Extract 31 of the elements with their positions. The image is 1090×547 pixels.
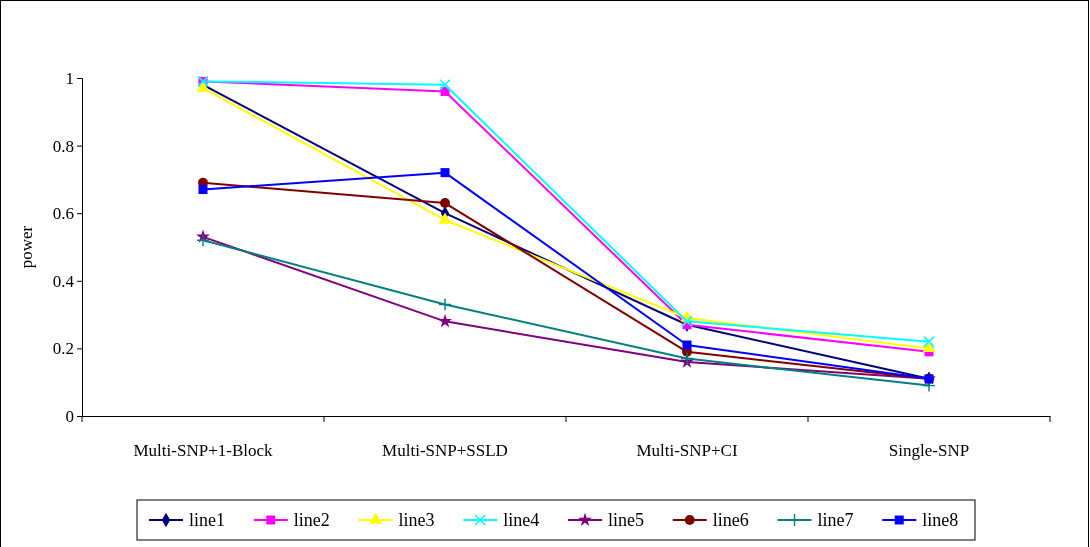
x-tick-label: Multi-SNP+SSLD [382, 441, 508, 461]
y-axis-title: power [17, 225, 36, 269]
point [922, 341, 936, 353]
y-tick-label: 1 [65, 68, 74, 88]
point [439, 78, 451, 91]
legend-label: line5 [608, 510, 644, 530]
x-tick-label: Single-SNP [888, 441, 970, 461]
x-tick-label: Multi-SNP+CI [636, 441, 738, 461]
x-tick-label: Multi-SNP+1-Block [133, 441, 273, 461]
legend-label: line4 [503, 510, 540, 530]
point [440, 168, 450, 178]
point [438, 314, 452, 328]
point [440, 198, 450, 209]
y-tick-label: 0.8 [52, 136, 74, 156]
y-tick-label: 0 [65, 406, 74, 426]
legend-label: line2 [293, 510, 330, 530]
point [682, 340, 692, 350]
legend-label: line8 [922, 510, 959, 530]
point [438, 212, 452, 224]
point [923, 335, 935, 348]
point [438, 297, 452, 312]
point [681, 315, 693, 328]
legend-label: line6 [712, 510, 749, 530]
y-tick-label: 0.2 [52, 339, 74, 359]
y-tick-label: 0.4 [52, 271, 75, 291]
point [198, 185, 208, 195]
point [196, 233, 210, 247]
legend-label: line3 [398, 510, 435, 530]
legend-label: line7 [817, 510, 854, 530]
legend-label: line1 [189, 510, 225, 530]
y-tick-label: 0.6 [52, 204, 74, 224]
